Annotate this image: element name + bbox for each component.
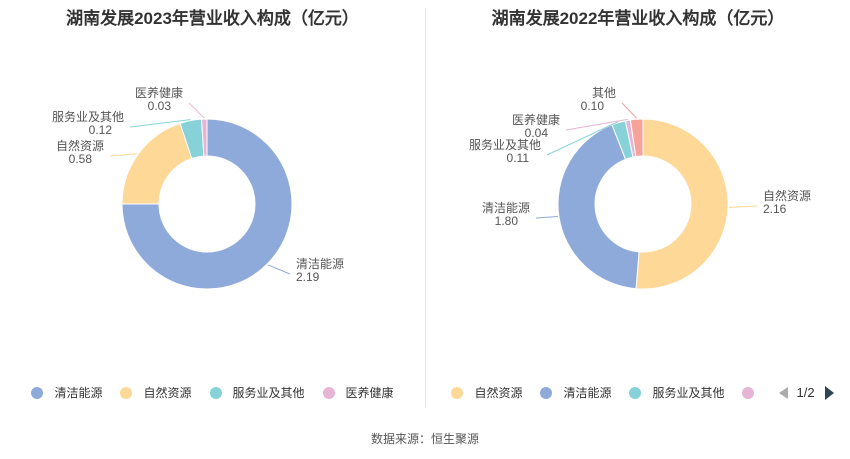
slice-value-3: 0.12 [89, 123, 113, 137]
leader-line-3 [546, 121, 619, 156]
legend-item-1[interactable]: 清洁能源 [31, 384, 102, 401]
legend-dot-icon [540, 386, 553, 399]
legend-item-1[interactable]: 自然资源 [451, 384, 522, 401]
legend-dot-icon [629, 386, 642, 399]
leader-line-1 [728, 205, 758, 209]
slice-2 [121, 122, 193, 205]
panel-divider [425, 8, 426, 408]
slice-label-3: 服务业及其他 [469, 137, 541, 152]
slice-value-2: 1.80 [495, 214, 519, 228]
legend-2023: 清洁能源 自然资源 服务业及其他 医养健康 [0, 384, 425, 401]
legend-label: 清洁能源 [563, 386, 612, 400]
leader-line-1 [267, 264, 291, 275]
legend-dot-icon [31, 386, 44, 399]
leader-line-4 [565, 118, 628, 131]
legend-item-3[interactable]: 服务业及其他 [209, 384, 305, 401]
legend-dot-icon [742, 386, 755, 399]
slice-label-5: 其他 [592, 86, 616, 100]
next-page-icon[interactable] [824, 385, 834, 400]
slice-label-3: 服务业及其他 [52, 109, 124, 124]
legend-item-4[interactable]: 医养健康 [322, 384, 394, 401]
slice-label-1: 自然资源 [763, 188, 811, 203]
slice-value-1: 2.19 [296, 270, 320, 284]
legend-pager: 1/2 [779, 385, 834, 400]
legend-dot-icon [120, 386, 133, 399]
chart-title-2022: 湖南发展2022年营业收入构成（亿元） [491, 9, 785, 28]
slice-value-5: 0.10 [581, 99, 605, 113]
page-indicator: 1/2 [796, 385, 815, 400]
leader-line-5 [621, 102, 637, 119]
legend-2022: 自然资源 清洁能源 服务业及其他 1/2 [426, 384, 850, 401]
slice-value-4: 0.03 [148, 99, 172, 113]
legend-label: 服务业及其他 [232, 386, 305, 400]
slice-5 [629, 118, 644, 158]
slice-1 [121, 118, 293, 290]
slice-label-4: 医养健康 [512, 112, 560, 127]
chart-2022-panel: 湖南发展2022年营业收入构成（亿元） 自然资源 2.16 清洁能源 1.80 服务业及… [426, 0, 850, 420]
chart-2023-panel: 湖南发展2023年营业收入构成（亿元） 清洁能源 2.19 自然资源 0.58 服务业及… [0, 0, 425, 420]
slice-4 [200, 118, 208, 157]
legend-label: 自然资源 [474, 386, 523, 400]
legend-item-2[interactable]: 清洁能源 [540, 384, 611, 401]
slice-label-4: 医养健康 [135, 85, 183, 100]
legend-label: 清洁能源 [54, 386, 103, 400]
chart-title-2023: 湖南发展2023年营业收入构成（亿元） [66, 9, 359, 28]
legend-dot-icon [451, 386, 464, 399]
slice-value-3: 0.11 [507, 151, 530, 165]
legend-dot-icon [209, 386, 222, 399]
slice-label-2: 清洁能源 [482, 201, 530, 215]
leader-line-2 [109, 153, 138, 157]
prev-page-icon[interactable] [779, 386, 789, 399]
legend-item-2[interactable]: 自然资源 [120, 384, 192, 401]
leader-line-4 [188, 102, 205, 119]
slice-value-4: 0.04 [525, 126, 549, 140]
legend-label: 服务业及其他 [652, 386, 725, 400]
legend-label: 自然资源 [143, 386, 192, 400]
legend-label: 医养健康 [345, 386, 394, 400]
data-source: 数据来源：恒生聚源 [370, 432, 479, 446]
leader-line-3 [129, 119, 191, 128]
legend-item-3[interactable]: 服务业及其他 [629, 384, 724, 401]
slice-label-1: 清洁能源 [296, 257, 344, 271]
slice-value-1: 2.16 [763, 202, 787, 216]
legend-dot-icon [322, 386, 335, 399]
slice-value-2: 0.58 [69, 152, 93, 166]
leader-line-2 [535, 215, 558, 219]
slice-label-2: 自然资源 [56, 138, 104, 153]
slice-1 [635, 118, 729, 290]
